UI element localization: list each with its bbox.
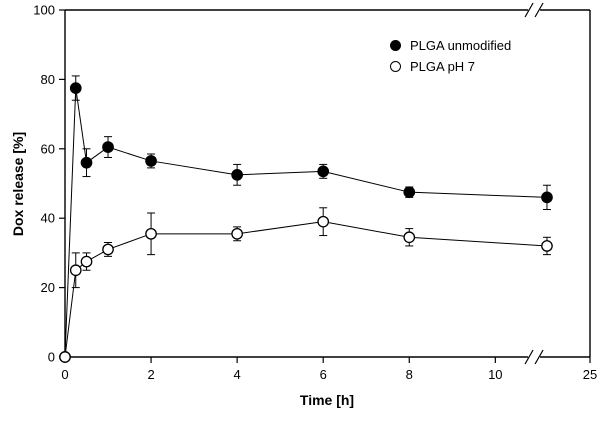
- axis-break: [524, 2, 534, 18]
- data-point: [317, 165, 330, 178]
- data-point: [231, 168, 243, 181]
- tick-label: 80: [41, 72, 55, 87]
- data-point: [69, 82, 82, 94]
- tick-label: 20: [41, 280, 55, 295]
- legend-label: PLGA pH 7: [410, 59, 476, 74]
- legend-item-unmodified: PLGA unmodified: [390, 38, 511, 53]
- data-point: [69, 264, 82, 277]
- data-point: [541, 240, 553, 252]
- data-point: [59, 351, 71, 363]
- open-circle-icon: [390, 61, 401, 72]
- tick-label: 100: [33, 3, 55, 18]
- data-point: [317, 215, 330, 228]
- legend-item-ph7: PLGA pH 7: [390, 59, 511, 74]
- y-axis-title: Dox release [%]: [10, 131, 26, 237]
- series-line: [64, 88, 547, 358]
- legend-label: PLGA unmodified: [410, 38, 512, 53]
- data-point: [145, 227, 157, 240]
- data-point: [80, 255, 93, 268]
- filled-circle-icon: [390, 40, 401, 51]
- tick-label: 0: [61, 367, 68, 382]
- tick-label: 25: [583, 367, 597, 382]
- data-point: [541, 191, 553, 204]
- tick-label: 4: [234, 367, 241, 382]
- data-point: [102, 243, 114, 256]
- series-line: [64, 221, 547, 358]
- tick-label: 2: [147, 367, 154, 382]
- tick-label: 40: [41, 211, 55, 226]
- tick-label: 6: [320, 367, 327, 382]
- axis-break: [534, 349, 544, 365]
- data-point: [231, 227, 243, 240]
- tick-label: 60: [41, 141, 55, 156]
- data-point: [403, 186, 416, 199]
- data-point: [80, 156, 93, 169]
- legend: PLGA unmodified PLGA pH 7: [390, 38, 511, 74]
- data-point: [145, 155, 157, 167]
- axis-break: [534, 2, 544, 18]
- axis-break: [524, 349, 534, 365]
- tick-label: 8: [406, 367, 413, 382]
- data-point: [102, 141, 114, 153]
- data-point: [403, 231, 416, 244]
- x-axis-title: Time [h]: [299, 392, 355, 408]
- tick-label: 10: [488, 367, 502, 382]
- tick-label: 0: [48, 350, 55, 365]
